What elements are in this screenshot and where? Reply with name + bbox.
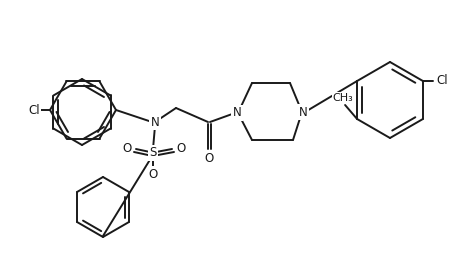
Text: N: N bbox=[151, 116, 160, 129]
Text: O: O bbox=[177, 142, 185, 154]
Text: O: O bbox=[148, 167, 158, 180]
Text: CH₃: CH₃ bbox=[333, 93, 354, 103]
Text: N: N bbox=[233, 107, 241, 120]
Text: Cl: Cl bbox=[436, 74, 448, 87]
Text: S: S bbox=[149, 147, 157, 160]
Text: O: O bbox=[204, 152, 214, 165]
Text: N: N bbox=[299, 105, 307, 118]
Text: Cl: Cl bbox=[28, 104, 40, 117]
Text: O: O bbox=[122, 142, 132, 154]
